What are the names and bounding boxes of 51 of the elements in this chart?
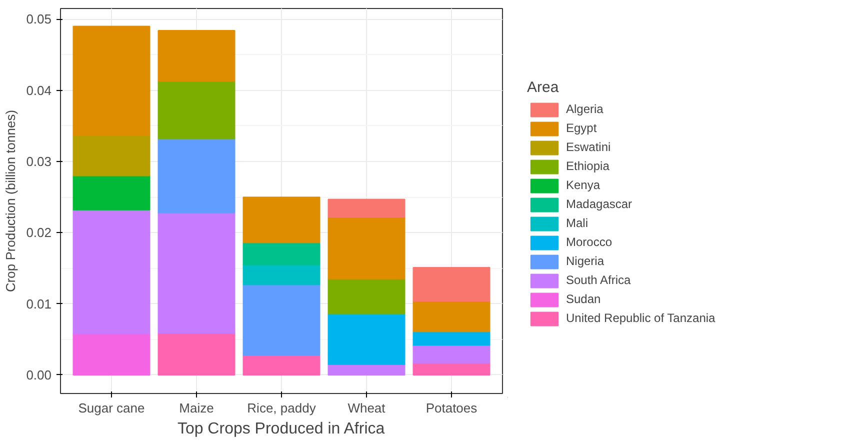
bar xyxy=(328,278,406,314)
bar xyxy=(242,196,320,244)
bar xyxy=(72,134,150,176)
bar xyxy=(412,362,490,376)
bar xyxy=(72,209,150,334)
x-tick-label: Potatoes xyxy=(426,400,478,416)
legend-label: Sudan xyxy=(566,292,601,306)
y-axis-title: Crop Production (billion tonnes) xyxy=(3,110,18,292)
y-tick-label: 0.04 xyxy=(26,82,52,98)
legend-label: Madagascar xyxy=(566,197,632,211)
y-tick-label: 0.01 xyxy=(26,296,52,312)
y-tick-label: 0.00 xyxy=(26,367,52,382)
legend-label: Nigeria xyxy=(566,254,604,268)
bar xyxy=(328,198,406,218)
bar xyxy=(242,264,320,286)
x-axis-title: Top Crops Produced in Africa xyxy=(177,420,385,438)
bar xyxy=(328,216,406,280)
x-tick-label: Sugar cane xyxy=(78,400,145,416)
bar xyxy=(72,26,150,136)
bar xyxy=(412,331,490,346)
legend-label: Algeria xyxy=(566,102,604,116)
bar xyxy=(72,333,150,376)
bar xyxy=(158,80,236,140)
legend-label: United Republic of Tanzania xyxy=(566,311,716,325)
bar xyxy=(72,175,150,210)
y-tick-label: 0.03 xyxy=(26,154,52,170)
legend-label: Ethiopia xyxy=(566,159,610,173)
x-tick-label: Rice, paddy xyxy=(247,400,316,416)
legend-title: Area xyxy=(527,78,560,96)
x-tick-label: Wheat xyxy=(348,400,386,416)
bar xyxy=(158,212,236,334)
bar xyxy=(242,354,320,376)
bar xyxy=(412,267,490,302)
legend-label: Eswatini xyxy=(566,140,611,154)
bar xyxy=(158,332,236,376)
bar xyxy=(412,300,490,332)
x-tick-label: Maize xyxy=(179,400,214,416)
bar xyxy=(328,313,406,365)
legend-label: Morocco xyxy=(566,235,612,249)
legend-label: Egypt xyxy=(566,121,597,135)
y-tick-label: 0.02 xyxy=(26,225,52,240)
bar xyxy=(158,30,236,82)
legend-label: Mali xyxy=(566,216,588,230)
legend-label: Kenya xyxy=(566,178,600,192)
bar xyxy=(158,138,236,214)
bar xyxy=(242,242,320,266)
bar xyxy=(242,284,320,356)
y-tick-label: 0.05 xyxy=(26,12,52,27)
legend-label: South Africa xyxy=(566,273,631,287)
bar xyxy=(412,344,490,364)
bar xyxy=(328,364,406,376)
